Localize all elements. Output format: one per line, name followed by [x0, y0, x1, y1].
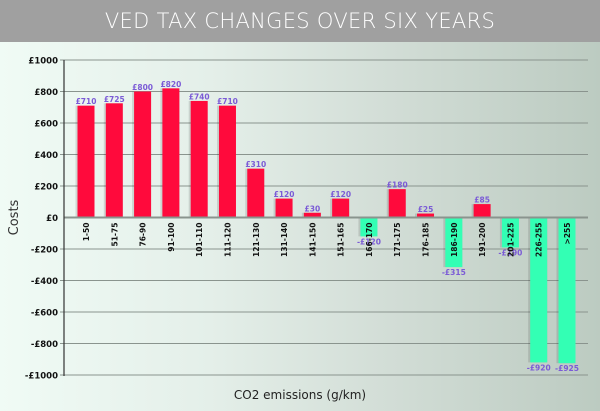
bar — [417, 213, 435, 218]
y-tick-label: -£600 — [31, 309, 58, 319]
bar — [77, 105, 95, 218]
x-tick-label: 176-185 — [422, 223, 431, 257]
bar — [530, 217, 548, 363]
data-label: £180 — [387, 181, 408, 190]
data-label: £740 — [189, 92, 210, 101]
bar — [332, 198, 350, 218]
x-axis-title: CO2 emissions (g/km) — [234, 388, 366, 402]
data-label: £710 — [76, 97, 97, 106]
data-label: -£920 — [527, 363, 551, 372]
bar — [247, 168, 265, 218]
bar — [275, 198, 293, 218]
bar — [388, 189, 406, 218]
y-tick-label: -£200 — [31, 246, 58, 256]
y-tick-label: £1000 — [28, 57, 58, 67]
title-bar: VED TAX CHANGES OVER SIX YEARS — [0, 0, 600, 42]
data-label: £25 — [418, 205, 434, 214]
y-tick-label: -£1000 — [25, 372, 58, 382]
y-axis-title: Costs — [7, 199, 22, 235]
x-tick-label: 191-200 — [478, 223, 487, 257]
bar — [558, 217, 576, 364]
data-label: £310 — [245, 160, 266, 169]
x-tick-label: 226-255 — [535, 223, 544, 257]
y-tick-label: £600 — [34, 120, 58, 130]
y-tick-label: £400 — [34, 151, 58, 161]
x-tick-label: 151-165 — [337, 223, 346, 257]
data-label: -£120 — [357, 237, 381, 246]
bar — [190, 100, 208, 218]
bar — [360, 217, 378, 237]
data-label: £120 — [274, 190, 295, 199]
bar — [445, 217, 463, 268]
x-tick-label: 186-190 — [450, 223, 459, 257]
bar — [501, 217, 519, 248]
data-label: £800 — [132, 83, 153, 92]
data-label: £725 — [104, 95, 125, 104]
bar — [105, 103, 123, 218]
bar — [162, 88, 180, 218]
x-tick-label: 76-90 — [139, 223, 148, 247]
y-tick-label: £0 — [46, 214, 58, 224]
bar — [303, 212, 321, 218]
x-tick-label: >255 — [563, 223, 572, 245]
x-tick-label: 91-100 — [167, 223, 176, 252]
data-label: -£190 — [498, 248, 522, 257]
x-tick-label: 1-50 — [82, 223, 91, 242]
data-label: £30 — [305, 204, 321, 213]
data-label: £85 — [474, 196, 490, 205]
x-tick-label: 51-75 — [110, 223, 119, 247]
y-tick-label: -£400 — [31, 277, 58, 287]
data-label: £120 — [330, 190, 351, 199]
x-tick-label: 171-175 — [393, 223, 402, 257]
x-tick-label: 131-140 — [280, 223, 289, 257]
chart-title: VED TAX CHANGES OVER SIX YEARS — [104, 9, 496, 33]
x-tick-label: 121-130 — [252, 223, 261, 257]
y-tick-label: -£800 — [31, 340, 58, 350]
data-label: -£315 — [442, 268, 466, 277]
x-tick-label: 201-225 — [506, 223, 515, 257]
data-label: £820 — [160, 80, 181, 89]
bar — [473, 204, 491, 218]
bar — [218, 105, 236, 218]
y-tick-label: £200 — [34, 183, 58, 193]
x-tick-label: 101-110 — [195, 223, 204, 257]
x-tick-label: 141-150 — [308, 223, 317, 257]
x-tick-label: 166-170 — [365, 223, 374, 257]
bar — [134, 91, 152, 218]
x-tick-label: 111-120 — [223, 223, 232, 257]
y-tick-label: £800 — [34, 88, 58, 98]
data-label: -£925 — [555, 364, 579, 373]
data-label: £710 — [217, 97, 238, 106]
